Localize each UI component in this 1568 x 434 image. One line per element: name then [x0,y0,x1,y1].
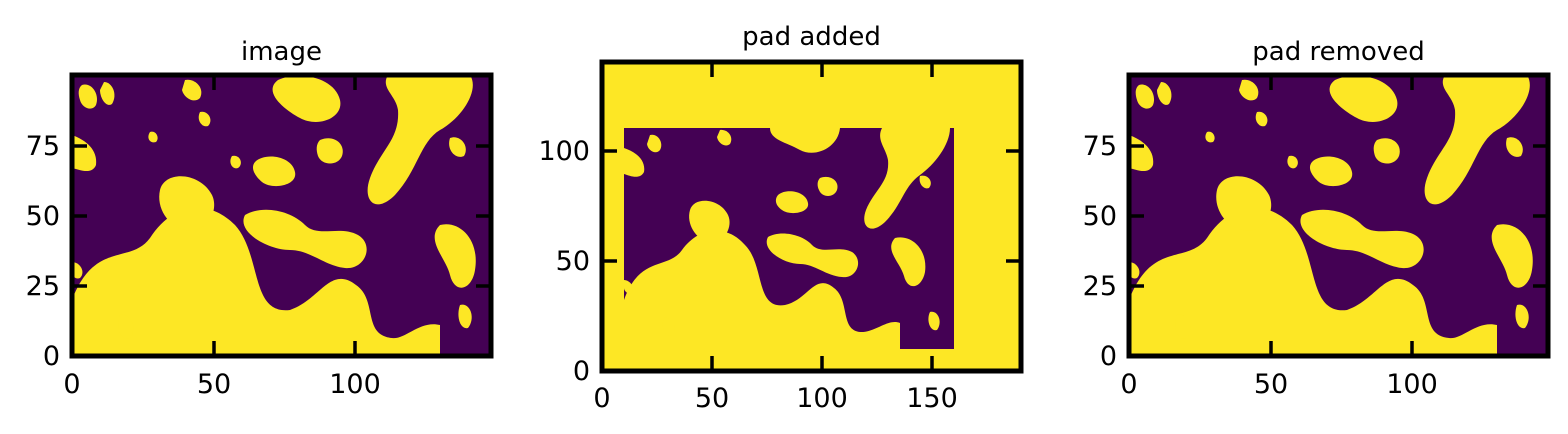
x-tick-labels: 0 50 100 [63,369,380,400]
x-tick-labels: 0 50 100 150 [593,383,957,414]
y-tick-labels: 0 50 100 [538,136,590,387]
x-tick-labels: 0 50 100 [1120,369,1437,400]
panel-pad-removed: pad removed [1083,37,1548,400]
y-tick-label: 0 [43,341,60,372]
x-tick-label: 100 [329,369,381,400]
x-tick-label: 0 [1120,369,1137,400]
y-tick-label: 75 [1083,131,1117,162]
heatmap-pad-added [602,62,1021,371]
panel-title: image [241,37,322,67]
x-tick-label: 150 [906,383,958,414]
y-tick-label: 25 [26,271,60,302]
y-tick-label: 0 [1100,341,1117,372]
y-tick-label: 50 [1083,201,1117,232]
y-tick-label: 75 [26,131,60,162]
y-tick-label: 100 [538,136,590,167]
y-tick-label: 25 [1083,271,1117,302]
x-tick-label: 50 [1254,369,1288,400]
x-tick-label: 50 [197,369,231,400]
y-tick-label: 50 [556,246,590,277]
x-tick-label: 100 [796,383,848,414]
y-tick-labels: 0 25 50 75 [26,131,60,372]
y-tick-label: 50 [26,201,60,232]
x-tick-label: 0 [63,369,80,400]
y-tick-labels: 0 25 50 75 [1083,131,1117,372]
y-tick-label: 0 [573,356,590,387]
x-tick-label: 100 [1386,369,1438,400]
panel-title: pad added [742,22,881,52]
x-tick-label: 0 [593,383,610,414]
panel-title: pad removed [1252,37,1424,67]
panel-pad-added: pad added [538,22,1021,414]
heatmap-image [72,75,491,356]
heatmap-pad-removed [1129,75,1548,356]
x-tick-label: 50 [695,383,729,414]
panel-image: image [26,37,491,400]
